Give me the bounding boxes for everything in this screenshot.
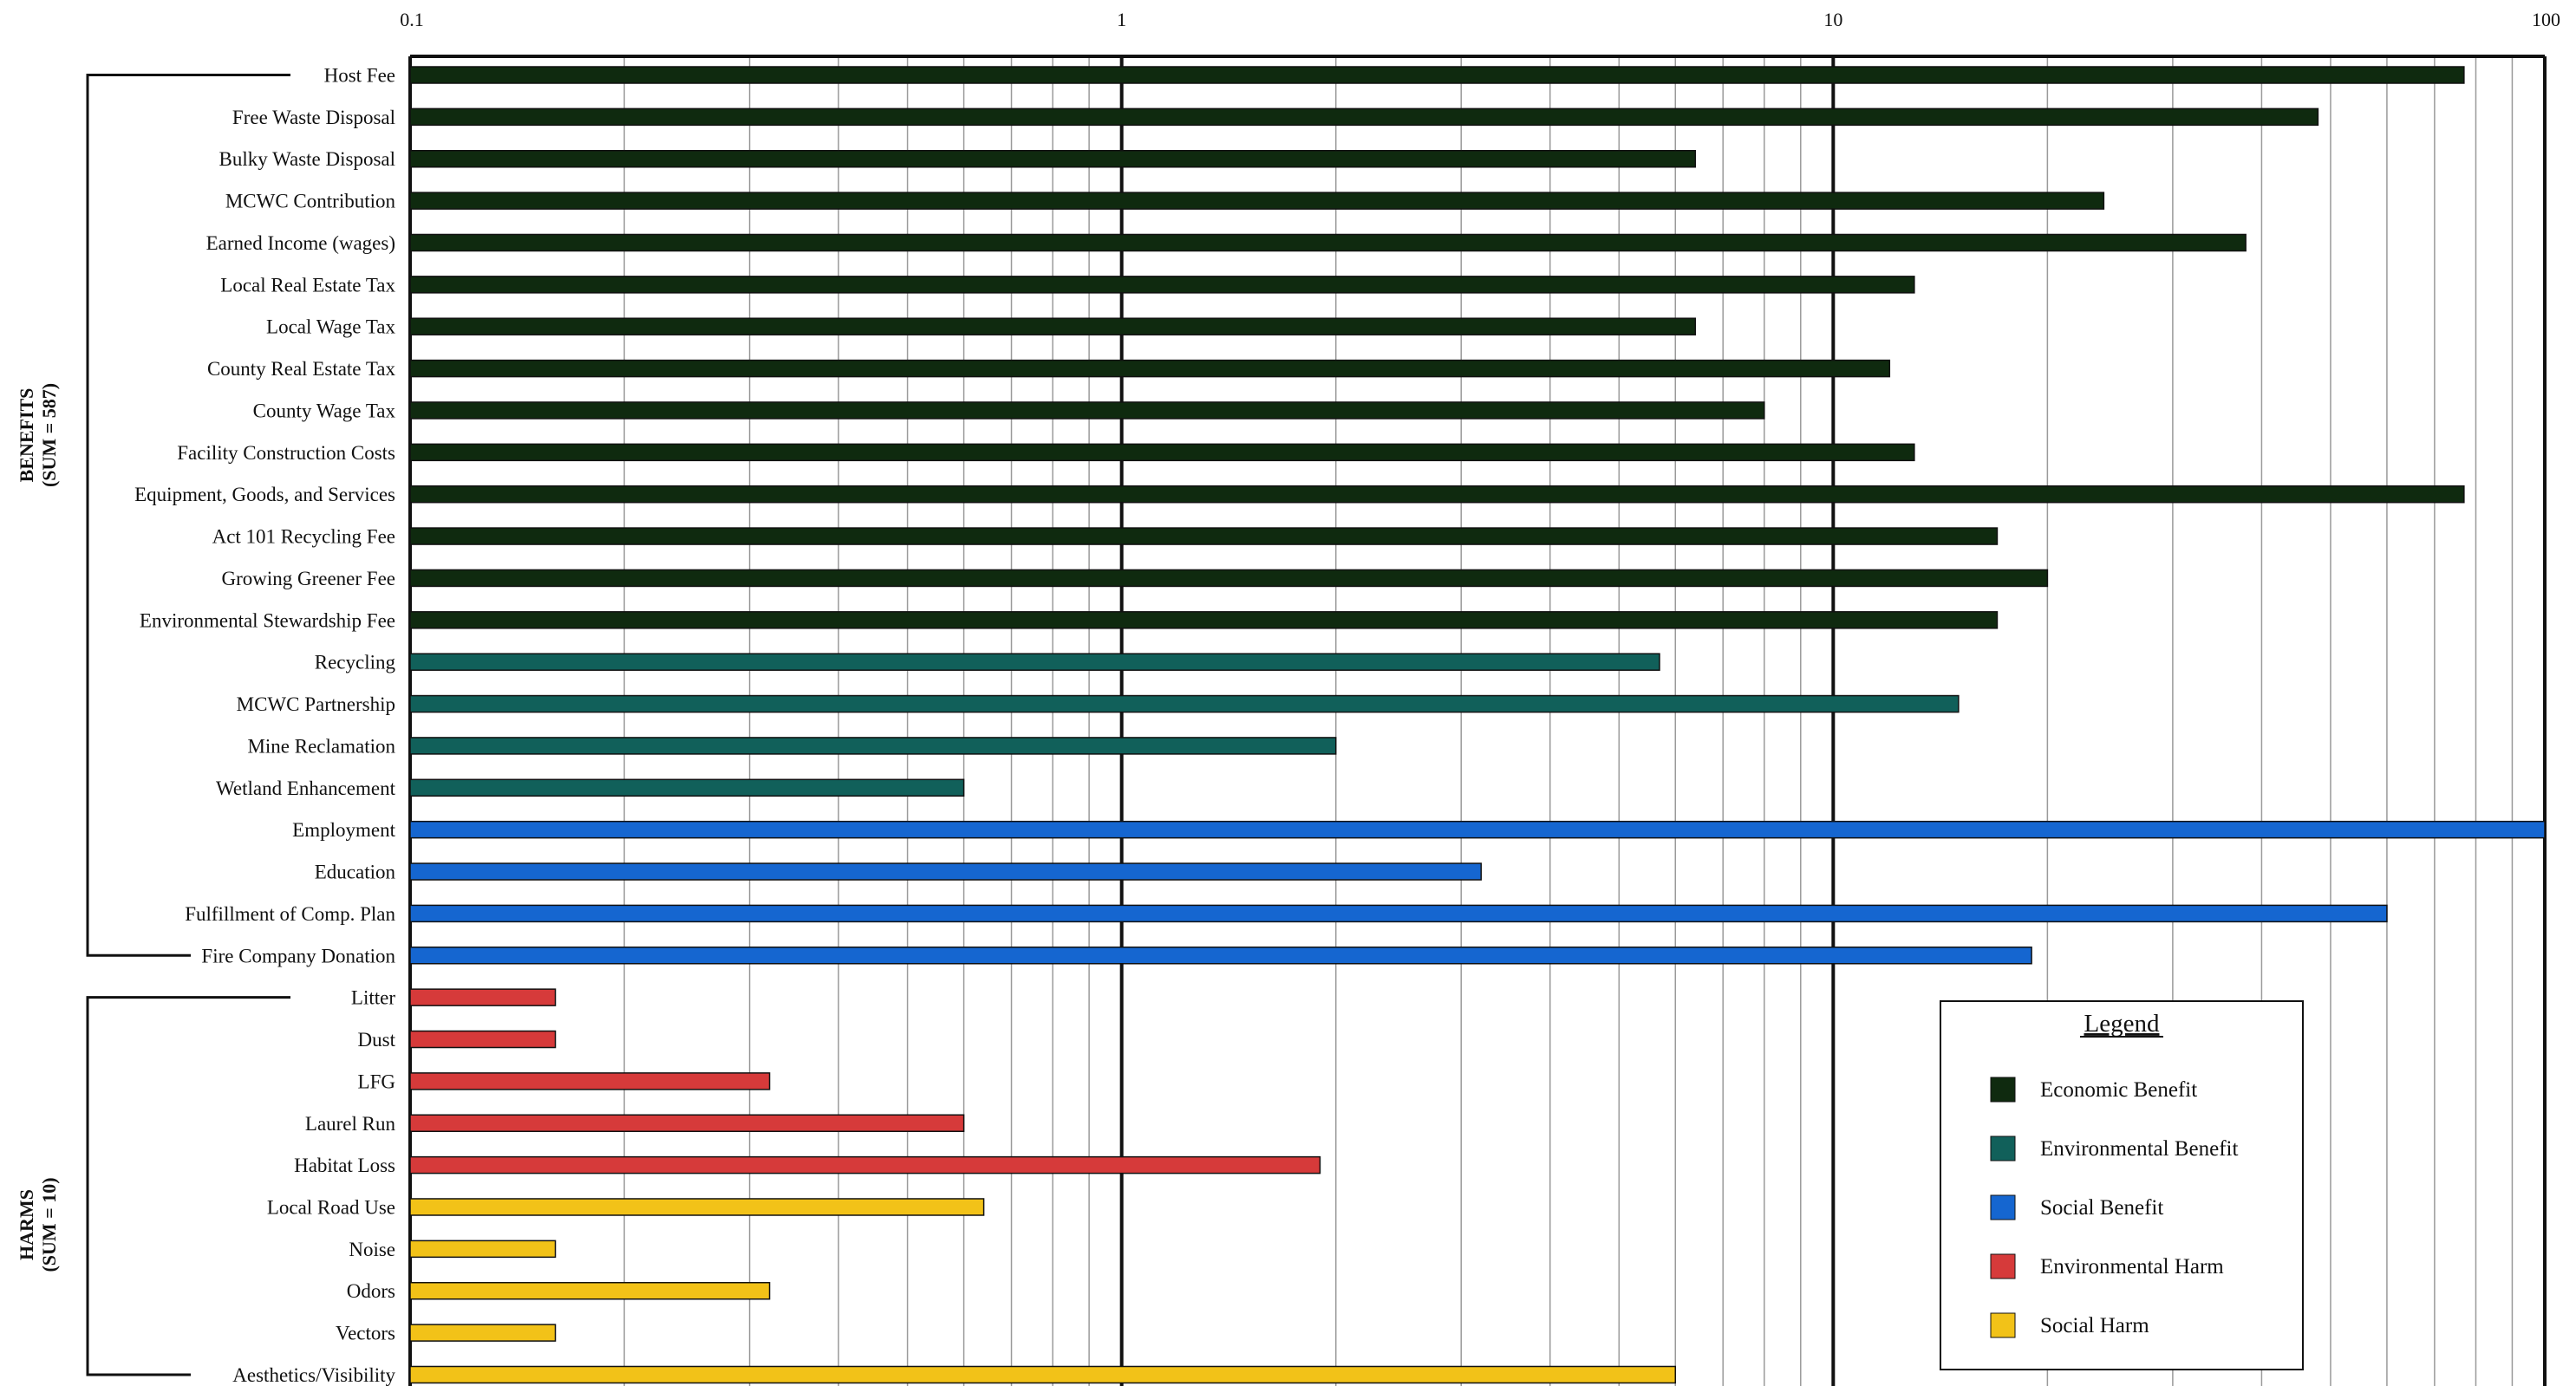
- category-label: Mine Reclamation: [247, 735, 395, 757]
- legend-swatch: [1990, 1253, 2016, 1279]
- category-label: Employment: [292, 819, 395, 841]
- x-tick-label: 100: [2532, 9, 2560, 30]
- legend-swatch: [1990, 1194, 2016, 1220]
- group-sublabel: (SUM = 10): [38, 1177, 60, 1272]
- bar: [409, 359, 1891, 378]
- bar: [409, 443, 1915, 462]
- x-tick-label: 0.1: [400, 9, 424, 30]
- category-label: Fire Company Donation: [201, 945, 395, 966]
- category-label: Wetland Enhancement: [216, 778, 396, 799]
- category-label: Laurel Run: [305, 1113, 396, 1135]
- category-label: MCWC Partnership: [237, 693, 395, 715]
- legend-label: Environmental Harm: [2040, 1255, 2224, 1279]
- category-label: Education: [315, 862, 396, 883]
- category-label: Fulfillment of Comp. Plan: [185, 903, 395, 925]
- legend-swatch: [1990, 1312, 2016, 1338]
- category-label: Bulky Waste Disposal: [219, 148, 395, 170]
- category-label: Litter: [351, 987, 395, 1009]
- bar: [409, 276, 1915, 294]
- legend-box: [1940, 1000, 2304, 1370]
- legend-swatch: [1990, 1077, 2016, 1103]
- bar: [409, 1365, 1677, 1384]
- category-label: Noise: [349, 1239, 395, 1260]
- category-label: Free Waste Disposal: [232, 107, 395, 128]
- bar: [409, 778, 965, 797]
- category-label: Vectors: [336, 1323, 395, 1344]
- bar: [409, 737, 1337, 755]
- legend-label: Social Benefit: [2040, 1196, 2163, 1220]
- category-label: Growing Greener Fee: [221, 568, 395, 589]
- category-label: Aesthetics/Visibility: [232, 1364, 395, 1386]
- category-label: Local Road Use: [267, 1196, 395, 1218]
- category-label: Earned Income (wages): [206, 232, 395, 254]
- bar: [409, 66, 2465, 84]
- bar: [409, 1072, 771, 1090]
- bar: [409, 653, 1660, 671]
- bar: [409, 1198, 985, 1216]
- category-label: County Real Estate Tax: [207, 358, 396, 380]
- bar: [409, 485, 2465, 504]
- category-label: Habitat Loss: [294, 1155, 395, 1176]
- group-brackets: BENEFITS (SUM = 587) HARMS (SUM = 10): [16, 74, 290, 1376]
- category-label: Dust: [358, 1029, 396, 1051]
- bars: [409, 66, 2546, 1384]
- legend-title: Legend: [2084, 1010, 2160, 1038]
- bar: [409, 107, 2319, 127]
- category-label: Equipment, Goods, and Services: [134, 484, 395, 505]
- bar: [409, 1114, 965, 1132]
- category-label: Environmental Stewardship Fee: [140, 609, 395, 631]
- bar: [409, 317, 1697, 335]
- group-bracket: [86, 996, 290, 1376]
- bar: [409, 1030, 557, 1049]
- category-label: MCWC Contribution: [225, 191, 396, 212]
- category-label: Host Fee: [324, 65, 395, 87]
- bar: [409, 947, 2032, 965]
- bar: [409, 1281, 771, 1300]
- legend-label: Social Harm: [2040, 1314, 2149, 1337]
- category-label: Odors: [347, 1280, 395, 1302]
- group-label: BENEFITS: [16, 388, 37, 483]
- x-axis-ticks: 0.1 1 10 100: [400, 9, 2560, 30]
- bar: [409, 401, 1765, 420]
- legend-swatch: [1990, 1135, 2016, 1162]
- group-label: HARMS: [16, 1189, 37, 1260]
- group-sublabel: (SUM = 587): [38, 383, 60, 487]
- legend: Legend Economic Benefit Environmental Bene…: [1940, 1000, 2304, 1370]
- bar: [409, 862, 1482, 881]
- bar: [409, 1324, 557, 1342]
- category-label: Act 101 Recycling Fee: [212, 526, 395, 548]
- x-tick-label: 10: [1823, 9, 1842, 30]
- x-tick-label: 1: [1117, 9, 1126, 30]
- bar: [409, 611, 1999, 629]
- category-labels: Host Fee Free Waste Disposal Bulky Waste D…: [134, 65, 395, 1386]
- bar: [409, 988, 557, 1006]
- bar: [409, 192, 2105, 210]
- bar: [409, 820, 2546, 839]
- bar: [409, 569, 2049, 588]
- bar: [409, 149, 1697, 168]
- category-label: Facility Construction Costs: [177, 442, 395, 464]
- legend-label: Environmental Benefit: [2040, 1137, 2238, 1161]
- bar: [409, 694, 1960, 713]
- bar: [409, 527, 1999, 545]
- category-label: Local Wage Tax: [266, 316, 395, 338]
- bar: [409, 1155, 1321, 1175]
- category-label: County Wage Tax: [253, 400, 396, 421]
- legend-label: Economic Benefit: [2040, 1078, 2197, 1102]
- category-label: Local Real Estate Tax: [220, 274, 395, 296]
- bar: [409, 904, 2388, 923]
- group-bracket: [86, 74, 290, 957]
- bar: [409, 1240, 557, 1259]
- category-label: LFG: [358, 1070, 395, 1092]
- category-label: Recycling: [315, 652, 396, 673]
- bar: [409, 233, 2247, 252]
